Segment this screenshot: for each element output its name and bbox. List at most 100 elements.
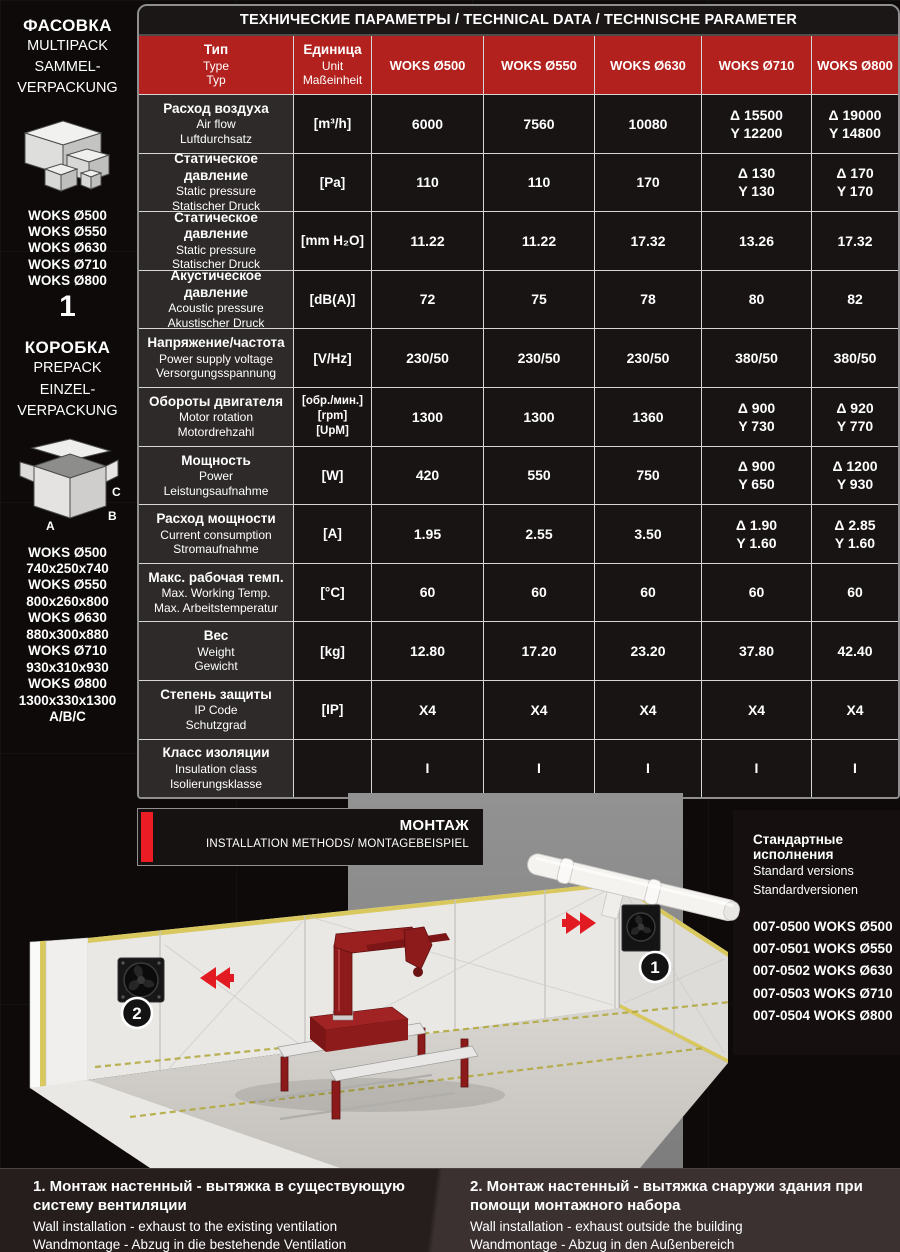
- value-cell: 420: [372, 446, 484, 505]
- parameter-value: 17.32: [837, 232, 873, 249]
- unit-cell: [mm H₂O]: [294, 212, 372, 270]
- parameter-label-main: Расход воздуха: [163, 100, 269, 116]
- model-header: WOKS Ø800: [812, 36, 898, 94]
- parameter-value: 420: [415, 467, 440, 484]
- number-badge-1: 1: [638, 950, 672, 984]
- unit-cell: [W]: [294, 446, 372, 505]
- parameter-value: 230/50: [406, 350, 449, 367]
- unit-value: [°C]: [320, 585, 345, 601]
- prepack-dimension: 880x300x880: [26, 626, 109, 642]
- prepack-dimension: WOKS Ø500: [28, 544, 107, 560]
- value-cell: X4: [702, 680, 812, 739]
- unit-cell: [kg]: [294, 622, 372, 680]
- parameter-value: X4: [418, 701, 437, 718]
- value-cell: I: [372, 739, 484, 798]
- parameter-label-sub: Leistungsaufnahme: [163, 483, 269, 498]
- svg-text:1: 1: [650, 958, 659, 977]
- multipack-model: WOKS Ø500: [28, 208, 107, 224]
- parameter-value: 72: [419, 291, 436, 308]
- prepack-dimension: 800x260x800: [26, 593, 109, 609]
- wall-fan-2: [117, 957, 165, 1003]
- value-cell: 80: [702, 270, 812, 329]
- chain-line: [129, 1046, 706, 1119]
- prepack-dimension: WOKS Ø800: [28, 676, 107, 692]
- standards-item: 007-0504 WOKS Ø800: [753, 1007, 893, 1023]
- value-cell: 230/50: [372, 329, 484, 387]
- parameter-value: 110: [416, 174, 439, 191]
- parameter-label-main: Класс изоляции: [162, 745, 270, 761]
- standards-item: 007-0501 WOKS Ø550: [753, 941, 893, 957]
- box-label-b: B: [108, 509, 117, 523]
- value-cell: Δ 920 Y 770: [812, 387, 898, 446]
- parameter-value: I: [646, 760, 650, 777]
- parameter-label: Класс изоляции Insulation class Isolierung…: [139, 739, 294, 798]
- number-badge-2: 2: [120, 996, 154, 1030]
- value-cell: 60: [702, 563, 812, 622]
- type-header-sub: Typ: [206, 73, 226, 88]
- table-row: Класс изоляции Insulation class Isolierung…: [139, 739, 898, 798]
- value-cell: 110: [372, 153, 484, 212]
- model-header-label: WOKS Ø800: [817, 57, 893, 73]
- parameter-label-sub: Power: [198, 468, 233, 483]
- parameter-label-main: Макс. рабочая темп.: [148, 569, 284, 585]
- model-header: WOKS Ø630: [595, 36, 702, 94]
- standards-title: Стандартные исполнения: [753, 832, 843, 862]
- value-cell: 60: [484, 563, 595, 622]
- parameter-label: Вес Weight Gewicht: [139, 622, 294, 680]
- svg-text:2: 2: [132, 1004, 141, 1023]
- parameter-label-main: Вес: [203, 628, 229, 644]
- standards-subtitle-line: Standardversionen: [753, 883, 858, 898]
- value-cell: Δ 900 Y 730: [702, 387, 812, 446]
- value-cell: X4: [484, 680, 595, 739]
- value-cell: 82: [812, 270, 898, 329]
- standards-subtitle: Standard versions Standardversionen: [753, 862, 900, 901]
- parameter-value: 6000: [411, 115, 444, 132]
- table-row: Статическое давление Static pressure Stati…: [139, 210, 898, 271]
- table-row: Расход мощности Current consumption Stroma…: [139, 505, 898, 564]
- red-stripe: [141, 812, 153, 862]
- unit-cell: [m³/h]: [294, 95, 372, 153]
- parameter-value: Δ 170 Y 170: [836, 165, 874, 200]
- unit-cell: [A]: [294, 505, 372, 563]
- parameter-value: 11.22: [521, 232, 557, 249]
- parameter-value: 380/50: [735, 350, 778, 367]
- caption-bar: 1. Монтаж настенный - вытяжка в существу…: [0, 1168, 900, 1252]
- value-cell: 1300: [484, 387, 595, 446]
- value-cell: 380/50: [702, 329, 812, 387]
- parameter-value: 7560: [523, 115, 555, 132]
- model-header: WOKS Ø550: [484, 36, 595, 94]
- value-cell: 3.50: [595, 505, 702, 563]
- parameter-label-sub: Motor rotation: [178, 410, 254, 425]
- red-arrow-left-icon: [200, 967, 234, 989]
- parameter-label: Расход мощности Current consumption Stroma…: [139, 505, 294, 563]
- parameter-value: 230/50: [626, 350, 670, 367]
- unit-value: [обр./мин.] [rpm] [UpM]: [302, 395, 363, 438]
- parameter-label-sub: Max. Arbeitstemperatur: [153, 600, 279, 615]
- wall-fan-1: [621, 904, 661, 952]
- parameter-value: I: [425, 760, 430, 777]
- prepack-dimension: WOKS Ø630: [28, 610, 107, 626]
- table-body: Тип Type Typ Единица Unit Maßeinheit WOKS Ø500…: [139, 36, 898, 798]
- parameter-value: 75: [531, 291, 547, 308]
- table-row: Вес Weight Gewicht [kg] 12.80 17.20 23.20 37.80…: [139, 622, 898, 681]
- parameter-value: Δ 2.85 Y 1.60: [834, 516, 876, 551]
- parameter-label-sub: Insulation class: [174, 761, 258, 776]
- value-cell: 750: [595, 446, 702, 505]
- value-cell: 7560: [484, 95, 595, 153]
- value-cell: 380/50: [812, 329, 898, 387]
- value-cell: 2.55: [484, 505, 595, 563]
- parameter-value: Δ 15500 Y 12200: [730, 106, 783, 141]
- unit-value: [Pa]: [319, 174, 346, 190]
- prepack-box-icon: A B C: [0, 436, 135, 539]
- model-header-label: WOKS Ø550: [501, 57, 577, 73]
- value-cell: I: [484, 739, 595, 798]
- table-row: Обороты двигателя Motor rotation Motordreh…: [139, 387, 898, 447]
- value-cell: 11.22: [372, 212, 484, 270]
- unit-header-sub: Maßeinheit: [302, 73, 363, 88]
- parameter-value: X4: [530, 701, 548, 718]
- value-cell: 75: [484, 270, 595, 329]
- model-header: WOKS Ø710: [702, 36, 812, 94]
- parameter-label-sub: Acoustic pressure: [168, 301, 264, 316]
- caption-2: 2. Монтаж настенный - вытяжка снаружи зд…: [470, 1178, 888, 1252]
- value-cell: 12.80: [372, 622, 484, 680]
